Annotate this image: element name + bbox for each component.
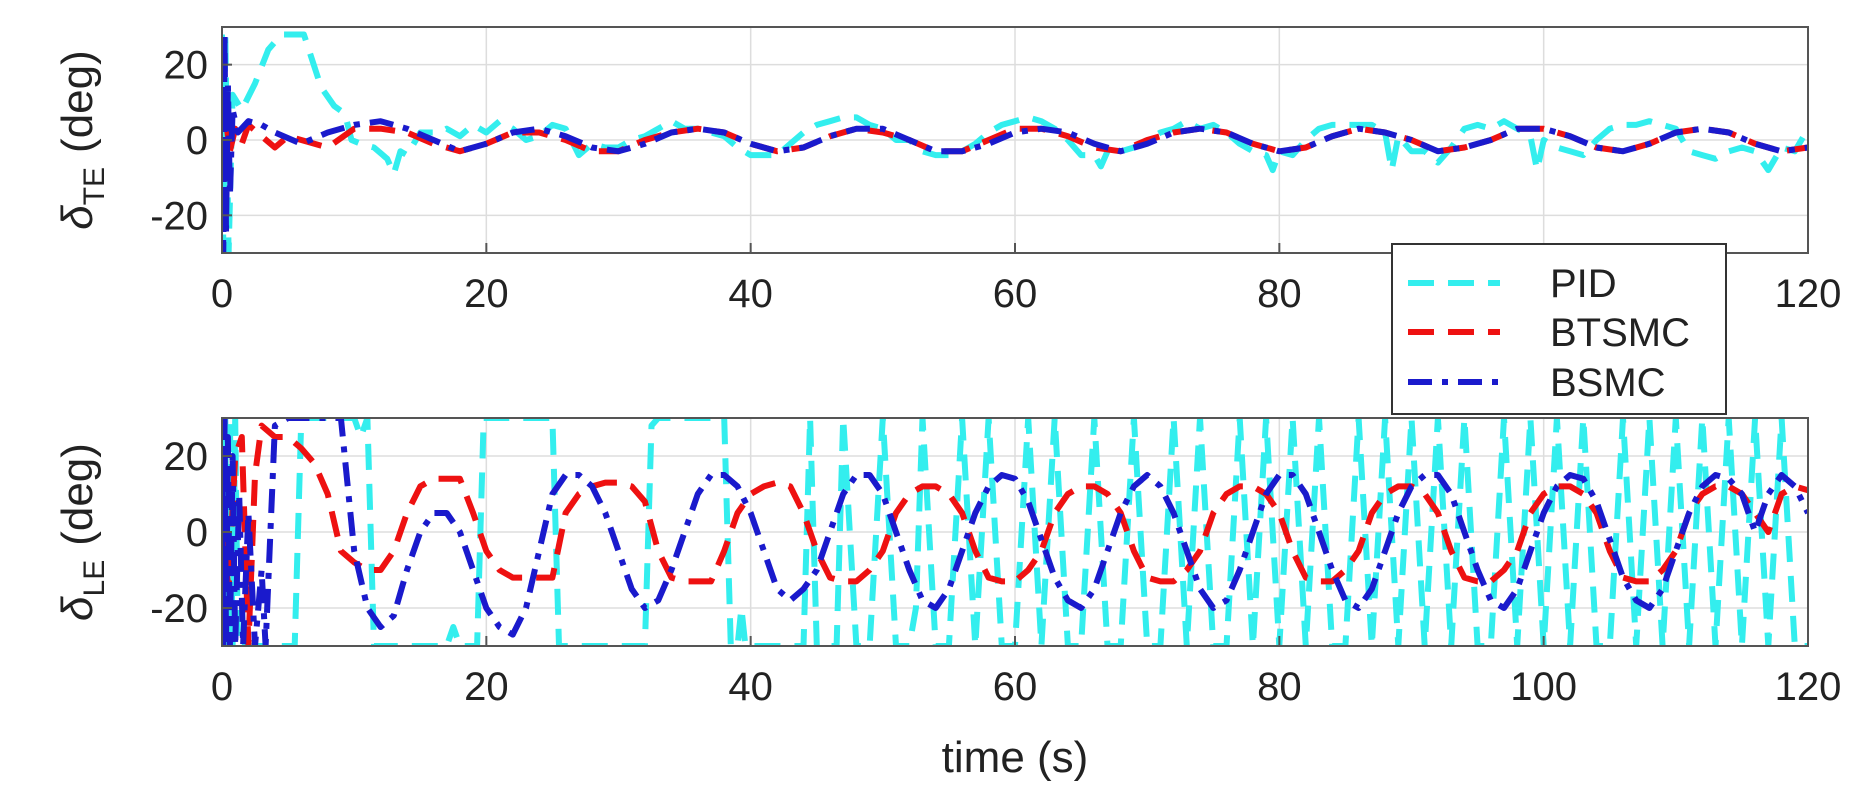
bottom-x-tick-label: 100 — [1510, 665, 1577, 709]
legend-label-pid: PID — [1550, 262, 1617, 306]
bottom-x-tick-label: 120 — [1775, 665, 1842, 709]
top-y-tick-label: -20 — [150, 194, 208, 238]
legend-label-btsmc: BTSMC — [1550, 311, 1690, 355]
top-y-tick-label: 20 — [164, 44, 209, 88]
top-x-tick-label: 0 — [211, 272, 233, 316]
top-ylabel-unit: (deg) — [53, 50, 102, 153]
legend: PID BTSMC BSMC — [1391, 243, 1727, 415]
bottom-series-btsmc — [222, 422, 1808, 646]
bottom-ylabel: δLE (deg) — [53, 443, 111, 621]
top-y-ticks: 20 0 -20 — [150, 44, 232, 238]
top-x-tick-label: 20 — [464, 272, 509, 316]
bottom-ylabel-unit: (deg) — [53, 443, 102, 546]
top-series-group — [222, 31, 1808, 253]
legend-label-bsmc: BSMC — [1550, 361, 1666, 405]
bottom-x-tick-label: 40 — [728, 665, 773, 709]
bottom-series-pid — [222, 418, 1808, 646]
top-x-tick-label: 40 — [728, 272, 773, 316]
top-x-ticks: 0 20 40 60 80 120 — [211, 243, 1842, 316]
bottom-x-ticks: 0 20 40 60 80 100 120 — [211, 636, 1842, 709]
top-y-tick-label: 0 — [186, 119, 208, 163]
bottom-y-ticks: 20 0 -20 — [150, 435, 232, 631]
bottom-y-tick-label: -20 — [150, 587, 208, 631]
bottom-x-tick-label: 0 — [211, 665, 233, 709]
legend-box — [1391, 243, 1727, 415]
bottom-ylabel-subscript: LE — [78, 560, 111, 597]
bottom-series-group — [222, 418, 1808, 646]
bottom-series-bsmc — [222, 418, 1808, 646]
top-ylabel: δTE (deg) — [53, 50, 111, 230]
top-panel: 0 20 40 60 80 120 200-20 δTE(deg) — [53, 26, 1842, 316]
top-x-tick-label: 60 — [993, 272, 1038, 316]
top-x-tick-label: 120 — [1775, 272, 1842, 316]
bottom-xlabel: time (s) — [942, 733, 1089, 782]
top-ylabel-symbol: δ — [53, 205, 102, 230]
top-series-bsmc — [222, 31, 1808, 253]
top-x-tick-label: 80 — [1257, 272, 1302, 316]
bottom-x-tick-label: 60 — [993, 665, 1038, 709]
bottom-x-tick-label: 20 — [464, 665, 509, 709]
bottom-y-tick-label: 20 — [164, 435, 209, 479]
bottom-ylabel-symbol: δ — [53, 596, 102, 621]
bottom-panel: 0 20 40 60 80 100 120 200-20 δLE(deg) time (s) — [53, 417, 1842, 782]
bottom-y-tick-label: 0 — [186, 511, 208, 555]
top-series-pid — [222, 31, 1808, 253]
bottom-x-tick-label: 80 — [1257, 665, 1302, 709]
top-series-btsmc — [222, 118, 1808, 171]
top-ylabel-subscript: TE — [78, 167, 111, 205]
